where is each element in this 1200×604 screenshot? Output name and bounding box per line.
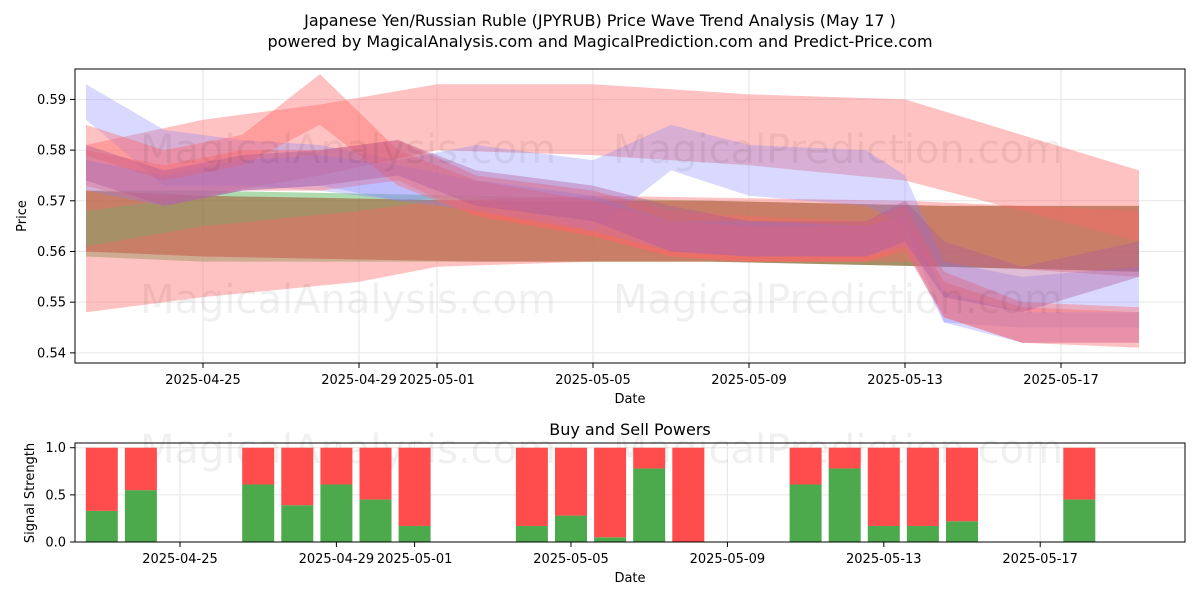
sell-bar: [828, 447, 861, 469]
signal-panel: Buy and Sell Powers MagicalAnalysis.com …: [23, 420, 1186, 586]
price-y-tick-label: 0.55: [37, 296, 66, 311]
signal-y-tick-label: 1.0: [45, 441, 66, 456]
price-y-axis-label: Price: [15, 200, 30, 232]
price-x-tick-label: 2025-05-13: [867, 373, 943, 388]
price-band-blue-4: [86, 84, 1139, 328]
price-x-tick-label: 2025-05-01: [399, 373, 475, 388]
signal-y-axis-label: Signal Strength: [23, 443, 38, 543]
signal-y-tick-label: 0.5: [45, 488, 66, 503]
buy-bar: [1063, 499, 1096, 542]
signal-x-tick-label: 2025-05-01: [377, 552, 453, 567]
signal-x-axis-label: Date: [614, 571, 645, 586]
price-x-axis-label: Date: [614, 392, 645, 407]
price-x-tick-label: 2025-04-25: [165, 373, 241, 388]
price-y-tick-label: 0.56: [37, 245, 66, 260]
sell-bar: [946, 447, 978, 522]
price-band-red-5: [86, 139, 1139, 348]
price-x-tick-label: 2025-05-09: [711, 373, 787, 388]
buy-bar: [633, 468, 666, 542]
sell-bar: [281, 447, 314, 506]
watermark-left: MagicalAnalysis.com: [140, 127, 556, 173]
price-x-tick-label: 2025-04-29: [321, 373, 397, 388]
watermark-right: MagicalPrediction.com: [613, 127, 1063, 173]
price-band-red-2: [86, 84, 1139, 242]
sell-bar: [555, 447, 587, 516]
sell-bar: [906, 447, 939, 526]
price-y-tick-label: 0.58: [37, 144, 66, 159]
sell-bar: [398, 447, 431, 526]
buy-bar: [281, 505, 314, 542]
watermark-left-lower: MagicalAnalysis.com: [140, 277, 556, 323]
buy-bar: [124, 490, 157, 542]
sell-bar: [789, 447, 822, 485]
price-band-purple-8: [86, 139, 1139, 313]
signal-y-tick-label: 0.0: [45, 536, 66, 551]
price-y-tick-label: 0.54: [37, 346, 66, 361]
price-y-tick-label: 0.59: [37, 93, 66, 108]
signal-x-tick-label: 2025-04-25: [142, 552, 218, 567]
signal-x-tick-label: 2025-05-17: [1002, 552, 1078, 567]
sell-bar: [124, 447, 157, 491]
buy-bar: [946, 521, 978, 542]
sell-bar: [672, 447, 705, 542]
chart-subtitle: powered by MagicalAnalysis.com and Magic…: [267, 32, 932, 51]
price-y-tick-label: 0.57: [37, 194, 66, 209]
price-axes: 0.54 0.55 0.56 0.57 0.58 0.59 2025-04-25 2025-0…: [37, 93, 1099, 388]
buy-bar: [398, 525, 431, 542]
signal-x-tick-label: 2025-05-05: [533, 552, 609, 567]
signal-axes: 0.0 0.5 1.0 2025-04-25 2025-04-29 2025-05-01 2…: [45, 441, 1078, 567]
buy-bar: [594, 537, 627, 542]
price-x-tick-label: 2025-05-05: [555, 373, 631, 388]
sell-bar: [515, 447, 548, 526]
sell-bar: [867, 447, 900, 526]
signal-bars: [85, 447, 1096, 542]
chart-title: Japanese Yen/Russian Ruble (JPYRUB) Pric…: [303, 11, 896, 30]
price-x-tick-label: 2025-05-17: [1023, 373, 1099, 388]
buy-bar: [85, 510, 118, 542]
sell-bar: [633, 447, 666, 469]
signal-plot-frame: [74, 442, 1186, 543]
sell-bar: [320, 447, 353, 485]
sell-bar: [85, 447, 118, 511]
buy-bar: [359, 499, 392, 542]
buy-bar: [867, 525, 900, 542]
buy-bar: [515, 525, 548, 542]
price-bands: [86, 74, 1139, 348]
buy-bar: [789, 484, 822, 542]
price-band-blue-6: [86, 155, 1139, 343]
sell-bar: [359, 447, 392, 500]
price-band-red-7: [86, 74, 1139, 343]
price-band-brown-1: [86, 190, 1139, 272]
sell-bar: [242, 447, 275, 485]
buy-bar: [828, 468, 861, 542]
price-band-red-3: [86, 195, 1139, 313]
price-panel: MagicalAnalysis.com MagicalPrediction.co…: [15, 68, 1186, 407]
signal-x-tick-label: 2025-05-09: [690, 552, 766, 567]
price-plot-frame: [74, 68, 1186, 364]
sell-bar: [594, 447, 627, 538]
signal-x-tick-label: 2025-05-13: [846, 552, 922, 567]
buy-bar: [242, 484, 275, 542]
signal-title: Buy and Sell Powers: [549, 420, 711, 439]
buy-bar: [320, 484, 353, 542]
watermark-right-lower: MagicalPrediction.com: [613, 277, 1063, 323]
signal-x-tick-label: 2025-04-29: [299, 552, 375, 567]
buy-bar: [555, 515, 587, 542]
buy-bar: [906, 525, 939, 542]
sell-bar: [1063, 447, 1096, 500]
